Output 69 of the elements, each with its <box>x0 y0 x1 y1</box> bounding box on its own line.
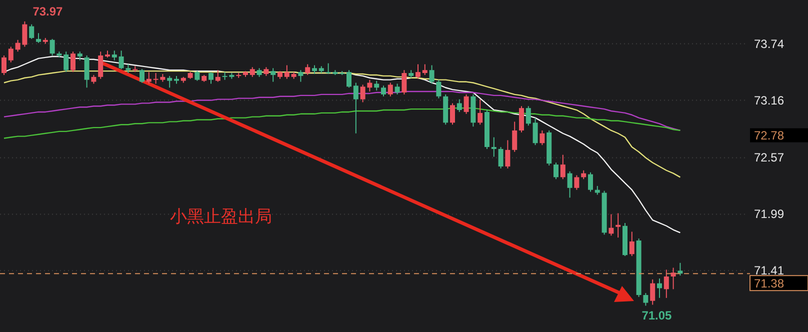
candlestick <box>140 68 144 84</box>
candlestick <box>112 50 117 61</box>
candlestick <box>353 82 358 134</box>
candlestick <box>416 64 420 80</box>
y-tick-label: 73.16 <box>754 93 784 108</box>
candlestick <box>118 50 124 70</box>
candlestick <box>574 174 580 190</box>
candlestick <box>70 51 76 73</box>
candlestick <box>194 70 200 82</box>
candlestick <box>284 64 290 80</box>
candlestick <box>64 51 69 73</box>
candlestick <box>98 51 104 80</box>
y-tick-label: 73.74 <box>754 36 784 51</box>
candlestick <box>629 231 634 257</box>
candlestick <box>554 162 558 180</box>
candlestick <box>519 106 524 133</box>
candlestick <box>2 54 6 76</box>
candlestick <box>643 292 648 306</box>
y-tick-label: 71.99 <box>754 207 784 222</box>
candlestick <box>664 269 669 298</box>
annotation: 小黑止盈出局 <box>170 207 272 226</box>
candlestick <box>532 117 538 146</box>
candlestick <box>567 170 572 198</box>
candlestick <box>8 46 14 63</box>
candlestick <box>298 70 304 82</box>
candlestick <box>464 94 469 114</box>
candlestick <box>305 64 310 76</box>
candlestick <box>215 70 220 82</box>
text: 72.78 <box>754 128 784 142</box>
candlestick <box>678 262 683 276</box>
candlestick <box>498 146 504 169</box>
y-tick-label: 72.57 <box>754 150 784 165</box>
candlestick <box>429 64 434 84</box>
candlestick <box>505 140 510 169</box>
candlestick <box>670 267 676 290</box>
candlestick <box>491 136 496 158</box>
candlestick <box>29 24 34 40</box>
candlestick <box>381 85 386 97</box>
candlestick <box>394 83 400 95</box>
annotation: 71.05 <box>642 308 672 323</box>
candlestick <box>560 154 566 180</box>
candlestick <box>388 82 393 97</box>
candlestick <box>478 98 483 126</box>
candlestick <box>422 64 428 76</box>
candlestick <box>208 72 214 84</box>
candlestick <box>167 75 172 88</box>
candlestick <box>84 54 90 88</box>
candlestick <box>50 38 55 56</box>
candlestick <box>540 130 545 146</box>
candlestick <box>346 70 352 88</box>
candlestick <box>402 70 407 95</box>
y-tick-label: 71.41 <box>754 264 784 278</box>
candlestick <box>36 32 41 44</box>
candlestick <box>608 214 614 236</box>
candlestick <box>374 80 380 92</box>
candlestick <box>657 278 662 298</box>
candlestick <box>270 68 276 82</box>
candlestick <box>456 98 462 112</box>
candlestick <box>616 212 621 238</box>
candlestick <box>450 102 455 126</box>
candlestick <box>526 106 531 126</box>
candlestick <box>146 72 152 84</box>
candlestick <box>512 121 518 152</box>
candlestick <box>650 278 656 306</box>
ref-line-label: 71.38 <box>754 276 784 291</box>
candlestick <box>588 172 593 192</box>
candlestick <box>436 79 442 99</box>
annotation: 73.97 <box>32 4 64 18</box>
candlestick <box>250 66 255 78</box>
